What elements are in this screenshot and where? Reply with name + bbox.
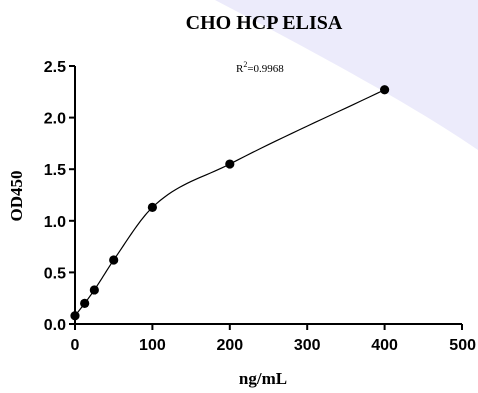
y-tick-label: 0.0 [44,317,66,334]
data-point [380,85,390,95]
data-points [70,85,390,321]
x-tick-label: 300 [294,337,321,354]
background-accent-shape [215,0,478,150]
data-point [147,202,157,212]
x-tick-label: 500 [449,337,476,354]
x-tick-label: 200 [216,337,243,354]
x-axis-title: ng/mL [239,369,287,388]
y-axis-title: OD450 [7,171,26,222]
data-point [109,255,119,265]
r-squared-annotation: R2=0.9968 [236,60,284,75]
y-axis: 0.0 0.5 1.0 1.5 2.0 2.5 [44,59,76,334]
chart-title: CHO HCP ELISA [186,12,343,34]
y-tick-label: 0.5 [44,265,66,282]
y-tick-label: 1.0 [44,214,66,231]
data-point [70,311,80,321]
x-tick-label: 100 [139,337,166,354]
r-squared-superscript: 2 [243,60,247,69]
fit-curve [74,89,385,317]
x-tick-label: 0 [71,337,80,354]
data-point [225,159,235,169]
x-axis: 0 100 200 300 400 500 [71,323,476,354]
data-point [80,298,90,308]
y-tick-label: 1.5 [44,162,66,179]
fit-curve-group [74,89,385,317]
data-point [89,285,99,295]
y-tick-label: 2.5 [44,59,66,76]
y-tick-label: 2.0 [44,111,66,128]
r-squared-symbol: R [236,63,244,75]
x-tick-label: 400 [371,337,398,354]
r-squared-value: =0.9968 [247,63,284,75]
